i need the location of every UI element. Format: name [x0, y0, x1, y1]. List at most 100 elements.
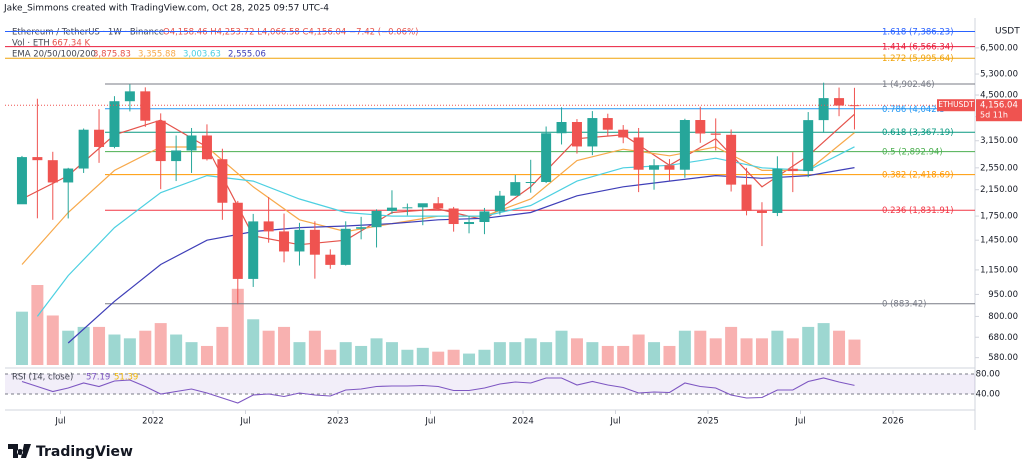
ema-legend-value: 2,555.06	[228, 50, 266, 60]
candle-body	[402, 207, 413, 209]
ema-legend-value: 3,355.88	[138, 50, 176, 60]
candle-body	[263, 221, 274, 232]
y-tick-label: 2,150.00	[980, 185, 1018, 195]
candle-body	[571, 122, 582, 147]
candle-body	[201, 135, 212, 160]
candle-body	[78, 129, 89, 169]
ema-legend-value: 3,875.83	[93, 50, 131, 60]
volume-bar	[709, 338, 722, 365]
x-tick-label: 2025	[697, 417, 719, 427]
logo[interactable]: TradingView	[36, 444, 133, 460]
ema-label: EMA 20/50/100/200	[12, 50, 96, 60]
candle-body	[371, 210, 382, 228]
candle-body	[433, 203, 444, 209]
volume-bar	[154, 323, 167, 365]
fib-label: 0.382 (2,418.69)	[882, 171, 954, 181]
candle-body	[217, 159, 228, 203]
fib-label: 0.236 (1,831.91)	[882, 206, 954, 216]
candle-body	[32, 157, 43, 161]
y-tick-label: 950.00	[988, 290, 1018, 300]
volume-bar	[833, 330, 846, 365]
candle-body	[47, 160, 58, 183]
volume-bar	[771, 330, 784, 365]
volume-bar	[216, 326, 229, 365]
rsi-label: RSI (14, close)	[12, 373, 73, 383]
candle-body	[417, 203, 428, 208]
candle-body	[510, 182, 521, 196]
fib-label: 1.414 (6,566.34)	[882, 43, 954, 53]
candle-body	[124, 91, 135, 102]
candle-body	[448, 208, 459, 225]
x-tick-label: 2023	[327, 417, 349, 427]
y-tick-label: 6,500.00	[980, 43, 1018, 53]
volume-bar	[123, 338, 136, 365]
volume-bar	[694, 330, 707, 365]
volume-bar	[632, 334, 645, 365]
volume-bar	[247, 319, 260, 365]
volume-bar	[108, 334, 121, 365]
ema-line	[67, 167, 855, 344]
rsi-ma-value: 51.39	[114, 373, 138, 383]
candle-body	[618, 129, 629, 138]
volume-bar	[678, 330, 691, 365]
fib-label: 0.618 (3,367.19)	[882, 128, 954, 138]
vol-label: Vol · ETH	[12, 39, 50, 49]
volume-bar	[786, 338, 799, 365]
countdown: 5d 11h	[980, 111, 1008, 120]
ema-legend-value: 3,003.63	[183, 50, 221, 60]
candle-body	[741, 184, 752, 211]
fib-label: 1 (4,902.46)	[882, 80, 935, 90]
volume-bar	[493, 342, 506, 365]
candle-body	[633, 137, 644, 170]
candle-body	[356, 227, 367, 229]
candle-body	[279, 231, 290, 252]
volume-bar	[278, 326, 291, 365]
candle-body	[834, 98, 845, 106]
logo-icon[interactable]	[8, 444, 31, 458]
candle-body	[232, 202, 243, 279]
y-tick-label: 1,150.00	[980, 265, 1018, 275]
volume-bar	[540, 342, 553, 365]
fib-label: 1.272 (5,995.64)	[882, 54, 954, 64]
candle-body	[679, 120, 690, 170]
volume-bar	[370, 338, 383, 365]
volume-bar	[725, 326, 738, 365]
x-tick-label: Jul	[239, 417, 250, 427]
volume-bar	[555, 330, 568, 365]
volume-bar	[293, 342, 306, 365]
candle-body	[664, 165, 675, 170]
y-tick-label: 1,450.00	[980, 236, 1018, 246]
y-tick-label: 680.00	[988, 333, 1018, 343]
fib-label: 1.618 (7,386.23)	[882, 28, 954, 38]
volume-bar	[478, 349, 491, 365]
credit: Jake_Simmons created with TradingView.co…	[3, 4, 329, 14]
candle-body	[340, 228, 351, 265]
candle-body	[803, 120, 814, 172]
fib-label: 0.5 (2,892.94)	[882, 148, 943, 158]
volume-bar	[648, 342, 661, 365]
volume-bar	[185, 342, 198, 365]
candle-body	[818, 98, 829, 121]
rsi-band	[5, 374, 975, 394]
candle-body	[756, 210, 767, 213]
price-tag: 4,156.04	[980, 101, 1018, 111]
volume-bar	[77, 326, 90, 365]
candle-body	[479, 211, 490, 223]
rsi-line	[21, 377, 855, 404]
candle-body	[248, 221, 259, 279]
volume-bar	[401, 349, 414, 365]
candle-body	[464, 222, 475, 225]
fib-label: 0 (883.42)	[882, 300, 926, 310]
volume-bar	[740, 338, 753, 365]
volume-bar	[802, 326, 815, 365]
candle-body	[587, 118, 598, 147]
y-tick-label: 2,550.00	[980, 163, 1018, 173]
candle-body	[695, 120, 706, 134]
y-tick-label: 580.00	[988, 353, 1018, 363]
volume-bar	[46, 315, 59, 365]
rsi-value: 57.19	[86, 373, 110, 383]
y-tick-label: 800.00	[988, 312, 1018, 322]
volume-bar	[416, 347, 429, 365]
